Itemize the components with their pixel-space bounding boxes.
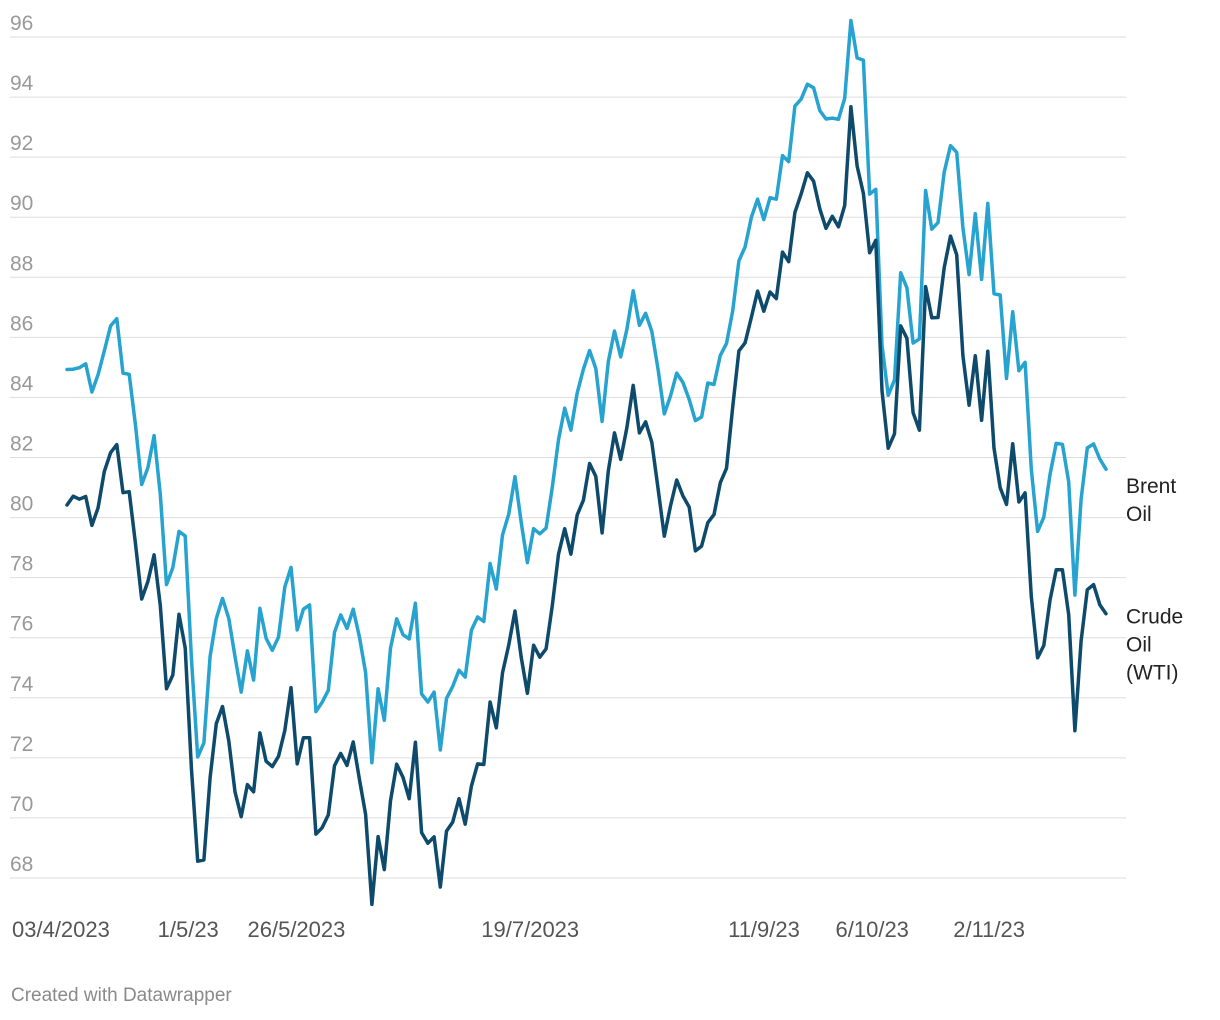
y-tick-label-82: 82 bbox=[10, 433, 33, 456]
y-tick-label-92: 92 bbox=[10, 132, 33, 155]
x-tick-label-3: 19/7/2023 bbox=[481, 917, 579, 942]
y-tick-label-72: 72 bbox=[10, 733, 33, 756]
y-tick-label-94: 94 bbox=[10, 72, 34, 95]
y-tick-label-70: 70 bbox=[10, 793, 33, 816]
y-tick-label-80: 80 bbox=[10, 493, 33, 516]
series-lines bbox=[65, 18, 1108, 907]
x-tick-label-0: 03/4/2023 bbox=[12, 917, 110, 942]
footer-credit: Created with Datawrapper bbox=[11, 985, 232, 1006]
y-tick-label-88: 88 bbox=[10, 252, 33, 275]
x-tick-label-6: 2/11/23 bbox=[953, 917, 1025, 942]
y-tick-label-84: 84 bbox=[10, 372, 34, 395]
brent-oil-line bbox=[65, 18, 1108, 765]
series-label-line: Oil bbox=[1126, 634, 1152, 657]
series-label-line: Oil bbox=[1126, 503, 1152, 526]
y-tick-label-86: 86 bbox=[10, 312, 33, 335]
y-tick-label-96: 96 bbox=[10, 12, 33, 35]
y-tick-label-74: 74 bbox=[10, 673, 34, 696]
crude-oil-wti-line bbox=[65, 104, 1108, 907]
x-tick-label-2: 26/5/2023 bbox=[248, 917, 346, 942]
x-tick-label-4: 11/9/23 bbox=[728, 917, 800, 942]
series-label-line: (WTI) bbox=[1126, 662, 1178, 685]
x-tick-label-1: 1/5/23 bbox=[158, 917, 219, 942]
y-tick-label-76: 76 bbox=[10, 613, 33, 636]
crude-oil-wti-label: Crude Oil (WTI) bbox=[1126, 606, 1183, 685]
line-chart: 68 70 72 74 76 78 80 82 84 86 88 90 92 94 96 03/4/2023… bbox=[10, 12, 1183, 942]
series-label-line: Brent bbox=[1126, 475, 1176, 498]
y-tick-label-68: 68 bbox=[10, 853, 33, 876]
brent-oil-label: Brent Oil bbox=[1126, 475, 1176, 526]
y-axis-ticks: 68 70 72 74 76 78 80 82 84 86 88 90 92 94 96 bbox=[10, 12, 34, 876]
y-tick-label-78: 78 bbox=[10, 553, 33, 576]
series-label-line: Crude bbox=[1126, 606, 1183, 629]
x-tick-label-5: 6/10/23 bbox=[836, 917, 909, 942]
x-axis-ticks: 03/4/2023 1/5/23 26/5/2023 19/7/2023 11/9/23… bbox=[12, 917, 1025, 942]
y-tick-label-90: 90 bbox=[10, 192, 33, 215]
series-labels: Brent Oil Crude Oil (WTI) bbox=[1126, 475, 1183, 684]
y-gridlines bbox=[10, 36, 1126, 879]
